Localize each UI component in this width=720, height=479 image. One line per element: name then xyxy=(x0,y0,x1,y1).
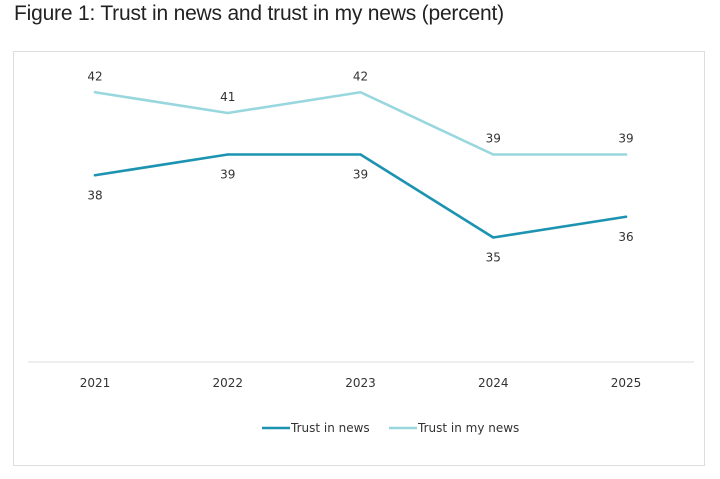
data-point-trust-in-my-news xyxy=(226,111,229,115)
data-label-trust-in-my-news: 39 xyxy=(486,132,501,146)
data-label-layer: 38 39 39 35 36 42 41 42 39 39 xyxy=(87,69,633,264)
data-label-trust-in-news: 39 xyxy=(353,168,368,182)
x-tick-label: 2024 xyxy=(478,376,509,390)
legend-label-trust-in-my-news: Trust in my news xyxy=(417,421,519,435)
data-label-trust-in-my-news: 41 xyxy=(220,90,235,104)
legend-label-trust-in-news: Trust in news xyxy=(290,421,370,435)
data-point-trust-in-my-news xyxy=(492,153,495,156)
x-tick-label: 2023 xyxy=(345,376,376,390)
x-tick-label: 2022 xyxy=(212,376,243,390)
data-point-trust-in-my-news xyxy=(359,91,362,94)
series-line-trust-in-my-news xyxy=(93,90,628,156)
data-label-trust-in-my-news: 42 xyxy=(353,69,368,83)
chart-frame xyxy=(13,51,705,466)
data-point-trust-in-news xyxy=(492,236,495,239)
x-tick-layer: 2021 2022 2023 2024 2025 xyxy=(80,376,642,390)
data-label-trust-in-my-news: 42 xyxy=(87,69,102,83)
data-point-trust-in-news xyxy=(93,174,97,177)
data-label-trust-in-news: 38 xyxy=(87,188,102,202)
data-label-trust-in-news: 39 xyxy=(220,168,235,182)
series-layer xyxy=(93,90,628,239)
x-tick-label: 2025 xyxy=(611,376,642,390)
data-label-trust-in-news: 35 xyxy=(486,251,501,265)
data-point-trust-in-news xyxy=(359,153,362,156)
figure-title: Figure 1: Trust in news and trust in my … xyxy=(14,2,504,25)
legend: Trust in news Trust in my news xyxy=(262,421,519,435)
data-point-trust-in-news xyxy=(226,153,229,156)
x-tick-label: 2021 xyxy=(80,376,111,390)
data-label-trust-in-news: 36 xyxy=(618,230,633,244)
data-point-trust-in-news xyxy=(624,215,628,218)
data-point-trust-in-my-news xyxy=(624,153,628,156)
data-point-trust-in-my-news xyxy=(93,91,97,94)
data-label-trust-in-my-news: 39 xyxy=(618,132,633,146)
